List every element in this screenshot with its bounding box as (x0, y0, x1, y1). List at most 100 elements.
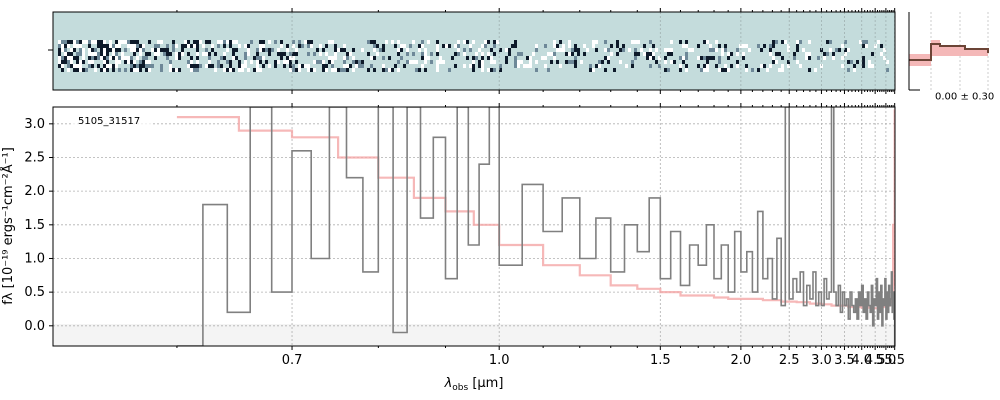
spectrum-2d-pixel (346, 52, 349, 56)
spectrum-2d-pixel (397, 52, 400, 56)
spectrum-2d-pixel (124, 68, 127, 72)
spectrum-2d-pixel (307, 40, 310, 44)
spectrum-2d-pixel (448, 44, 451, 48)
spectrum-2d-pixel (847, 48, 850, 52)
spectrum-2d-pixel (100, 56, 103, 60)
spectrum-2d-pixel (145, 64, 148, 68)
spectrum-2d-pixel (325, 52, 328, 56)
spectrum-2d-pixel (91, 52, 94, 56)
spectrum-2d-pixel (88, 44, 91, 48)
spectrum-2d-pixel (205, 48, 208, 52)
spectrum-2d-pixel (148, 68, 151, 72)
spectrum-2d-pixel (685, 56, 688, 60)
spectrum-2d-pixel (193, 68, 196, 72)
x-tick-label: 0.7 (282, 353, 303, 368)
spectrum-2d-pixel (226, 48, 229, 52)
spectrum-2d-pixel (559, 64, 562, 68)
spectrum-2d-pixel (727, 56, 730, 60)
spectrum-2d-pixel (493, 52, 496, 56)
spectrum-2d-pixel (655, 48, 658, 52)
spectrum-2d-pixel (394, 64, 397, 68)
spectrum-2d-pixel (481, 56, 484, 60)
spectrum-2d-pixel (883, 56, 886, 60)
spectrum-2d-pixel (436, 68, 439, 72)
spectrum-2d-pixel (397, 68, 400, 72)
spectrum-2d-pixel (826, 40, 829, 44)
spectrum-2d-pixel (721, 48, 724, 52)
spectrum-2d-pixel (547, 52, 550, 56)
spectrum-2d-pixel (703, 68, 706, 72)
spectrum-2d-pixel (397, 48, 400, 52)
spectrum-2d-pixel (685, 68, 688, 72)
spectrum-2d-pixel (361, 64, 364, 68)
spectrum-2d-pixel (112, 48, 115, 52)
spectrum-2d-pixel (184, 40, 187, 44)
spectrum-2d-pixel (613, 68, 616, 72)
spectrum-2d-pixel (343, 56, 346, 60)
spectrum-2d-pixel (163, 48, 166, 52)
spectrum-2d-pixel (769, 48, 772, 52)
spectrum-2d-pixel (130, 56, 133, 60)
spectrum-2d-pixel (388, 56, 391, 60)
spectrum-2d-xticks (176, 8, 896, 94)
spectrum-2d-pixel (97, 56, 100, 60)
spectrum-2d-pixel (100, 52, 103, 56)
spectrum-2d-pixel (787, 64, 790, 68)
spectrum-2d-pixel (166, 56, 169, 60)
spectrum-2d-pixel (643, 52, 646, 56)
spectrum-series (176, 107, 895, 346)
spectrum-2d-pixel (295, 48, 298, 52)
spectrum-2d-pixel (391, 40, 394, 44)
spectrum-2d-pixel (319, 44, 322, 48)
spectrum-2d-pixel (145, 60, 148, 64)
spectrum-2d-pixel (472, 56, 475, 60)
spectrum-2d-pixel (319, 52, 322, 56)
spectrum-2d-pixel (610, 44, 613, 48)
spectrum-2d-pixel (79, 40, 82, 44)
spectrum-2d-pixel (145, 52, 148, 56)
spectrum-2d-pixel (670, 40, 673, 44)
spectrum-2d-pixel (190, 68, 193, 72)
spectrum-2d-pixel (544, 64, 547, 68)
spectrum-2d-pixel (607, 60, 610, 64)
spectrum-2d-pixel (112, 56, 115, 60)
spectrum-2d-pixel (475, 56, 478, 60)
spectrum-2d-pixel (301, 44, 304, 48)
spectrum-2d-pixel (349, 64, 352, 68)
spectrum-1d-frame (52, 106, 896, 347)
spectrum-2d-pixel (337, 48, 340, 52)
spectrum-2d-pixel (541, 56, 544, 60)
spectrum-2d-pixel (781, 56, 784, 60)
spectrum-2d-pixel (61, 56, 64, 60)
spectrum-2d-pixel (118, 48, 121, 52)
spectrum-2d-pixel (616, 52, 619, 56)
spectrum-2d-pixel (154, 44, 157, 48)
spectrum-2d-pixel (469, 48, 472, 52)
spectrum-2d-pixel (196, 40, 199, 44)
x-tick-label: 2.0 (731, 353, 752, 368)
spectrum-2d-pixel (70, 56, 73, 60)
spectrum-2d-pixel (865, 40, 868, 44)
spectrum-2d-pixel (259, 56, 262, 60)
spectrum-2d-pixel (232, 48, 235, 52)
spectrum-2d-pixel (223, 40, 226, 44)
spectrum-2d-pixel (127, 40, 130, 44)
spectrum-2d-pixel (574, 48, 577, 52)
spectrum-2d-pixel (73, 68, 76, 72)
spectrum-2d-pixel (130, 44, 133, 48)
spectrum-2d-pixel (472, 60, 475, 64)
spectrum-2d-pixel (439, 56, 442, 60)
spectrum-2d-pixel (208, 60, 211, 64)
profile-line (909, 43, 989, 61)
spectrum-2d-pixel (58, 40, 61, 44)
spectrum-2d-pixel (379, 48, 382, 52)
spectrum-2d-frame (52, 11, 896, 91)
x-tick-label: 2.5 (779, 353, 800, 368)
x-tick-label: 3.5 (834, 353, 855, 368)
spectrum-2d-pixel (565, 60, 568, 64)
spectrum-2d-pixel (190, 56, 193, 60)
spectrum-2d-pixel (649, 56, 652, 60)
spectrum-2d-pixel (658, 64, 661, 68)
spectrum-2d-pixel (178, 56, 181, 60)
spectrum-2d-pixel (574, 56, 577, 60)
